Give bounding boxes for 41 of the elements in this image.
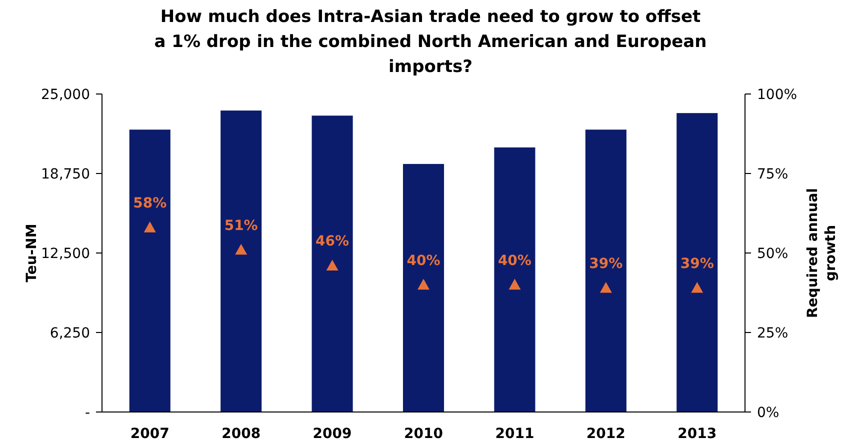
- data-label: 40%: [406, 252, 440, 269]
- x-tick-label: 2011: [495, 426, 534, 442]
- point: [508, 278, 521, 290]
- x-tick-label: 2008: [222, 426, 261, 442]
- x-tick-label: 2007: [130, 426, 170, 442]
- x-tick-label: 2013: [678, 426, 717, 442]
- y-axis-title: Teu-NM: [24, 224, 40, 282]
- bar: [402, 164, 444, 412]
- bar: [494, 147, 536, 412]
- data-label: 46%: [316, 234, 350, 250]
- y2-tick-label: 50%: [757, 246, 788, 262]
- chart-title: How much does Intra-Asian trade need to grow to offset a 1% drop in the combined North American and European imports?: [154, 7, 707, 77]
- y2-tick-label: 100%: [757, 86, 798, 103]
- bar: [312, 116, 353, 412]
- data-label: 58%: [133, 196, 167, 212]
- data-label: 51%: [224, 218, 258, 234]
- y2-tick-label: 75%: [757, 166, 788, 182]
- bar: [220, 110, 262, 412]
- x-tick-label: 2012: [586, 426, 626, 442]
- point: [691, 282, 704, 293]
- y2-tick-label: 0%: [757, 404, 780, 421]
- y2-axis-title: Required annual growth: [804, 188, 839, 318]
- bar: [585, 130, 626, 412]
- point: [235, 244, 248, 255]
- bar: [676, 113, 718, 412]
- point: [144, 222, 156, 232]
- point: [418, 278, 430, 290]
- data-label: 39%: [589, 256, 623, 272]
- y-tick-label: -: [84, 404, 90, 421]
- data-label: 39%: [680, 256, 714, 272]
- x-tick-label: 2010: [404, 426, 444, 442]
- x-tick-label: 2009: [312, 426, 352, 442]
- y-tick-label: 6,250: [50, 325, 90, 342]
- point: [600, 282, 612, 293]
- y2-tick-label: 25%: [757, 325, 788, 342]
- point: [326, 260, 338, 271]
- data-label: 40%: [498, 252, 532, 269]
- y-tick-label: 12,500: [41, 246, 90, 262]
- bar: [129, 130, 170, 412]
- y-tick-label: 18,750: [41, 166, 90, 182]
- y-tick-label: 25,000: [41, 86, 90, 103]
